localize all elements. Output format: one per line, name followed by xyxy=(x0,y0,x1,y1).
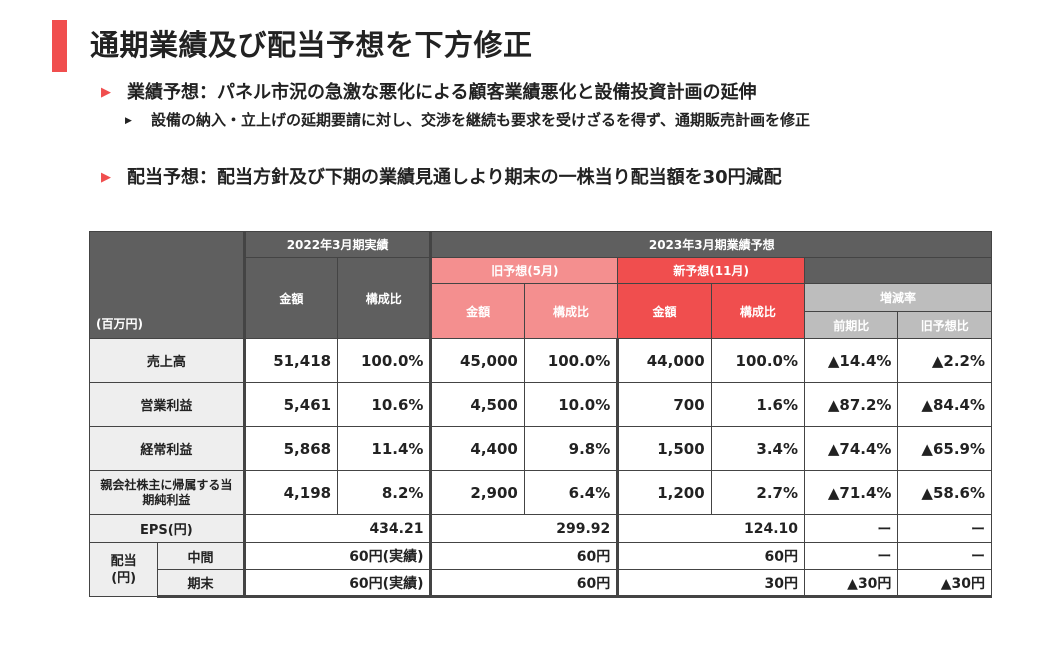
dividend-row-year-end: 期末 60円(実績) 60円 30円 ▲30円 ▲30円 xyxy=(90,569,992,598)
row-label: 営業利益 xyxy=(89,382,246,427)
cell: 299.92 xyxy=(430,514,620,543)
eps-row: EPS(円) 434.21 299.92 124.10 ー ー xyxy=(89,514,992,543)
header-spacer xyxy=(804,257,992,284)
header-old-forecast: 旧予想(5月) xyxy=(430,257,619,284)
header-new-ratio: 構成比 xyxy=(710,283,806,339)
cell: ー xyxy=(804,542,899,570)
row-label: 売上高 xyxy=(89,338,246,383)
cell: 45,000 xyxy=(430,338,525,383)
cell: 9.8% xyxy=(523,426,620,471)
header-new-amount: 金額 xyxy=(617,283,712,339)
cell: ▲58.6% xyxy=(897,470,992,515)
cell: 11.4% xyxy=(337,426,433,471)
header-ratio: 構成比 xyxy=(337,257,433,339)
cell: ▲30円 xyxy=(804,569,899,598)
header-old-ratio: 構成比 xyxy=(523,283,619,339)
cell: 124.10 xyxy=(617,514,806,543)
cell: 1.6% xyxy=(710,382,806,427)
cell: 51,418 xyxy=(243,338,339,383)
cell: 434.21 xyxy=(243,514,433,543)
header-fy2023: 2023年3月期業績予想 xyxy=(430,231,992,258)
table-row: 経常利益 5,868 11.4% 4,400 9.8% 1,500 3.4% ▲… xyxy=(89,426,992,471)
cell: ▲30円 xyxy=(897,569,992,598)
cell: 6.4% xyxy=(523,470,620,515)
cell: 5,868 xyxy=(243,426,339,471)
row-label: 親会社株主に帰属する当期純利益 xyxy=(89,470,246,515)
cell: 700 xyxy=(617,382,712,427)
row-label: 中間 xyxy=(157,542,246,570)
cell: 5,461 xyxy=(243,382,339,427)
cell: 60円(実績) xyxy=(243,542,433,570)
small-triangle-icon: ▶ xyxy=(125,116,132,126)
title-accent-bar xyxy=(52,20,67,72)
cell: 1,500 xyxy=(617,426,712,471)
cell: ー xyxy=(897,514,992,543)
bullet-earnings-forecast: ▶ 業績予想：パネル市況の急激な悪化による顧客業績悪化と設備投資計画の延伸 xyxy=(101,78,756,104)
bullet-text: 配当予想：配当方針及び下期の業績見通しより期末の一株当り配当額を30円減配 xyxy=(127,167,782,188)
cell: 4,198 xyxy=(243,470,339,515)
cell: 60円 xyxy=(617,542,806,570)
cell: 2.7% xyxy=(710,470,806,515)
cell: 60円(実績) xyxy=(243,569,433,598)
row-label: 経常利益 xyxy=(89,426,246,471)
dividend-label: 配当 (円) xyxy=(88,542,159,597)
cell: ー xyxy=(897,542,992,570)
cell: 100.0% xyxy=(523,338,620,383)
cell: ▲71.4% xyxy=(804,470,899,515)
cell: ー xyxy=(804,514,899,543)
cell: ▲87.2% xyxy=(804,382,899,427)
header-vs-prev: 前期比 xyxy=(804,311,899,339)
sub-bullet-text: 設備の納入・立上げの延期要請に対し、交渉を継続も要求を受けざるを得ず、通期販売計… xyxy=(151,111,810,129)
cell: 1,200 xyxy=(617,470,712,515)
unit-header: (百万円) xyxy=(89,231,246,339)
forecast-table: (百万円) 2022年3月期実績 2023年3月期業績予想 金額 構成比 旧予想… xyxy=(88,231,992,598)
dividend-row-interim: 配当 (円) 中間 60円(実績) 60円 60円 ー ー xyxy=(88,542,992,597)
header-old-amount: 金額 xyxy=(430,283,525,339)
bullet-dividend-forecast: ▶ 配当予想：配当方針及び下期の業績見通しより期末の一株当り配当額を30円減配 xyxy=(101,163,782,189)
cell: 30円 xyxy=(617,569,806,598)
page-title: 通期業績及び配当予想を下方修正 xyxy=(90,28,533,62)
cell: 10.6% xyxy=(337,382,433,427)
cell: 100.0% xyxy=(337,338,433,383)
cell: 4,500 xyxy=(430,382,525,427)
cell: ▲2.2% xyxy=(897,338,992,383)
cell: 4,400 xyxy=(430,426,525,471)
row-label: 期末 xyxy=(157,569,246,598)
triangle-bullet-icon: ▶ xyxy=(101,170,111,185)
cell: 8.2% xyxy=(337,470,433,515)
header-amount: 金額 xyxy=(243,257,339,339)
header-change: 増減率 xyxy=(804,283,992,312)
header-new-forecast: 新予想(11月) xyxy=(617,257,806,284)
cell: 60円 xyxy=(430,542,620,570)
table-row: 営業利益 5,461 10.6% 4,500 10.0% 700 1.6% ▲8… xyxy=(89,382,992,427)
cell: ▲84.4% xyxy=(897,382,992,427)
cell: ▲14.4% xyxy=(804,338,899,383)
triangle-bullet-icon: ▶ xyxy=(101,85,111,100)
sub-bullet: ▶ 設備の納入・立上げの延期要請に対し、交渉を継続も要求を受けざるを得ず、通期販売… xyxy=(125,109,810,130)
table-row: 売上高 51,418 100.0% 45,000 100.0% 44,000 1… xyxy=(89,338,992,383)
cell: 44,000 xyxy=(617,338,712,383)
table-row: 親会社株主に帰属する当期純利益 4,198 8.2% 2,900 6.4% 1,… xyxy=(89,470,992,515)
bullet-text: 業績予想：パネル市況の急激な悪化による顧客業績悪化と設備投資計画の延伸 xyxy=(127,82,757,103)
row-label: EPS(円) xyxy=(89,514,246,543)
cell: ▲74.4% xyxy=(804,426,899,471)
header-fy2022: 2022年3月期実績 xyxy=(243,231,433,258)
cell: 2,900 xyxy=(430,470,525,515)
header-vs-old: 旧予想比 xyxy=(897,311,992,339)
cell: 60円 xyxy=(430,569,620,598)
cell: 10.0% xyxy=(523,382,620,427)
cell: 3.4% xyxy=(710,426,806,471)
cell: 100.0% xyxy=(710,338,806,383)
cell: ▲65.9% xyxy=(897,426,992,471)
